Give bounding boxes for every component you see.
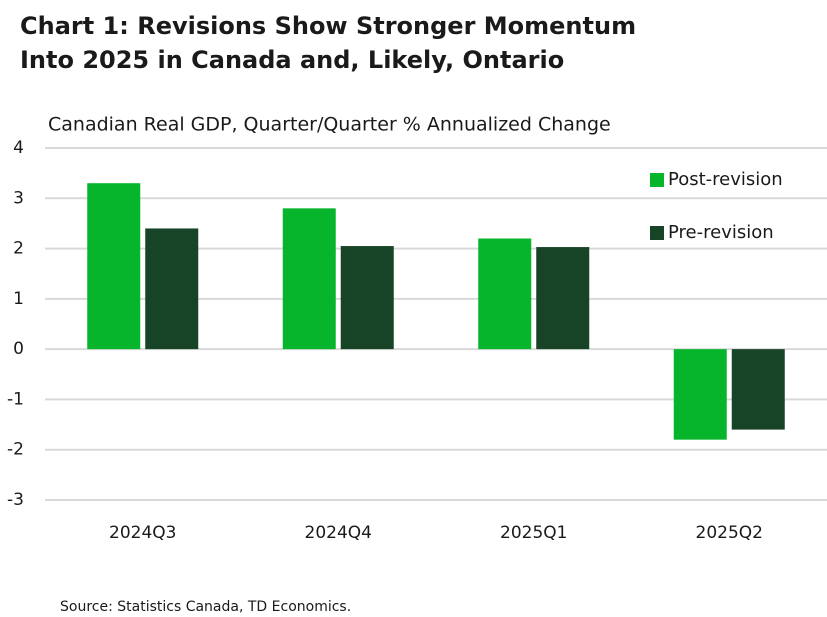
y-tick-label: 1 <box>13 289 24 309</box>
x-tick-label: 2025Q2 <box>696 523 763 543</box>
y-tick-label: -1 <box>7 389 24 409</box>
y-tick-label: 4 <box>13 138 24 158</box>
x-tick-label: 2025Q1 <box>500 523 567 543</box>
bar <box>536 247 590 350</box>
legend-label: Post-revision <box>668 169 783 190</box>
y-tick-label: 0 <box>13 339 24 359</box>
y-tick-label: 2 <box>13 239 24 259</box>
bar <box>731 349 785 430</box>
bar <box>282 208 336 350</box>
bar <box>87 183 141 350</box>
bar <box>478 238 532 350</box>
x-tick-label: 2024Q3 <box>109 523 176 543</box>
bar <box>340 246 394 350</box>
chart-title: Chart 1: Revisions Show Stronger Momentu… <box>20 12 636 40</box>
bar <box>673 349 727 440</box>
source-note: Source: Statistics Canada, TD Economics. <box>60 599 351 615</box>
y-tick-label: -3 <box>7 490 24 510</box>
chart-title: Into 2025 in Canada and, Likely, Ontario <box>20 46 564 74</box>
y-tick-label: 3 <box>13 188 24 208</box>
legend-swatch <box>650 173 664 187</box>
chart-subtitle: Canadian Real GDP, Quarter/Quarter % Ann… <box>48 114 611 136</box>
y-tick-label: -2 <box>7 440 24 460</box>
bar <box>145 228 199 350</box>
legend-label: Pre-revision <box>668 222 774 243</box>
x-tick-label: 2024Q4 <box>305 523 372 543</box>
legend-swatch <box>650 226 664 240</box>
